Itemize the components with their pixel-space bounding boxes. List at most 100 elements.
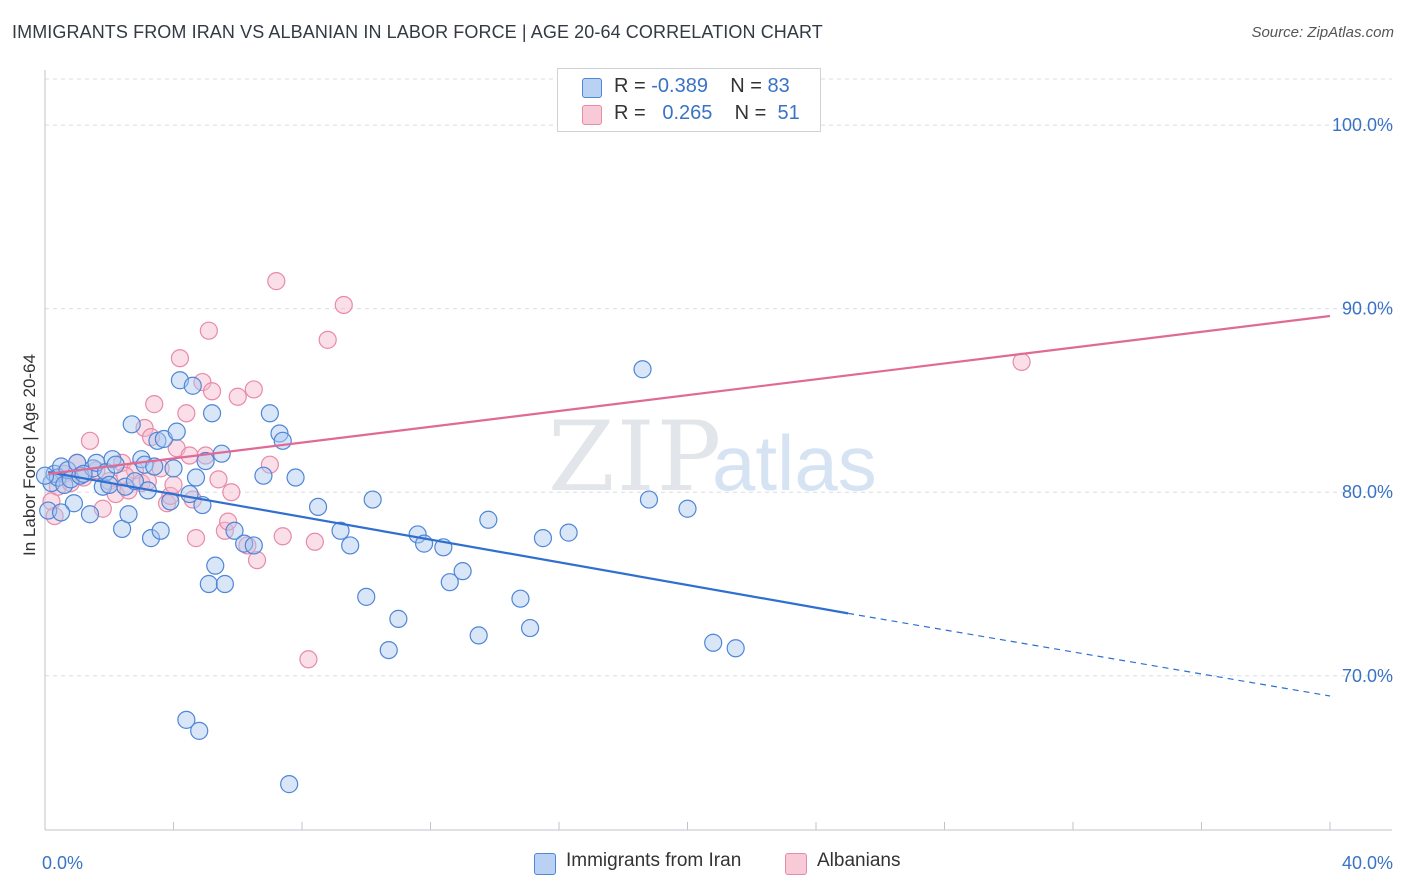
bottom-legend-iran-label: Immigrants from Iran xyxy=(566,850,742,871)
legend-n-value-albanians: 51 xyxy=(777,102,800,124)
iran-point xyxy=(164,459,183,478)
iran-point xyxy=(704,633,723,652)
legend-r-label: R = xyxy=(614,75,646,97)
iran-point xyxy=(183,376,202,395)
iran-point xyxy=(190,721,209,740)
iran-point xyxy=(280,775,299,794)
iran-point xyxy=(206,556,225,575)
albanians-point xyxy=(299,650,318,669)
iran-point xyxy=(533,529,553,548)
albanians-point xyxy=(177,404,196,423)
legend-n-label: N = xyxy=(734,102,767,124)
albanians-point xyxy=(222,483,241,502)
iran-point xyxy=(51,503,71,522)
iran-points xyxy=(35,360,745,794)
albanians-point xyxy=(209,470,228,489)
albanians-point xyxy=(244,380,263,399)
iran-point xyxy=(331,521,350,540)
iran-point xyxy=(286,468,305,487)
y-tick-label: 100.0% xyxy=(1332,115,1393,135)
iran-point xyxy=(177,710,196,729)
source-label: Source: ZipAtlas.com xyxy=(1251,24,1394,41)
albanians-point xyxy=(273,527,292,546)
x-tick-label-min: 0.0% xyxy=(42,853,83,873)
bottom-swatch-iran xyxy=(534,853,556,875)
y-tick-label: 80.0% xyxy=(1342,482,1393,502)
watermark-zip: ZIP xyxy=(548,401,723,513)
stats-legend: R = -0.389 N = 83 R = 0.265 N = 51 xyxy=(557,68,821,132)
iran-point xyxy=(125,472,145,491)
iran-point xyxy=(103,450,122,469)
iran-point xyxy=(389,609,408,628)
legend-r-label: R = xyxy=(614,102,646,124)
iran-point xyxy=(119,505,138,524)
albanians-point xyxy=(193,372,212,392)
iran-point xyxy=(148,431,167,450)
bottom-legend-albanians-label: Albanians xyxy=(817,850,901,871)
iran-point xyxy=(357,587,376,606)
trend-lines xyxy=(48,314,1331,697)
watermark: ZIP atlas xyxy=(548,401,877,513)
bottom-swatch-albanians xyxy=(785,853,807,875)
iran-point xyxy=(202,404,222,423)
iran-point xyxy=(186,468,206,487)
albanians-point xyxy=(145,395,164,414)
albanians-trend-line xyxy=(48,314,1331,475)
legend-n-value-iran: 83 xyxy=(767,75,790,97)
iran-point xyxy=(199,574,218,594)
albanians-points xyxy=(42,272,1031,669)
legend-n-label: N = xyxy=(730,75,762,97)
legend-swatch-albanians xyxy=(582,105,602,125)
axes xyxy=(44,70,1392,831)
iran-point xyxy=(559,523,578,542)
iran-point xyxy=(80,505,100,524)
tick-labels: 70.0% 80.0% 90.0% 100.0% 0.0% 40.0% xyxy=(42,115,1393,873)
iran-point xyxy=(639,490,659,509)
albanians-point xyxy=(247,551,267,570)
iran-point xyxy=(363,490,382,509)
x-tick-label-max: 40.0% xyxy=(1342,853,1393,873)
y-axis-label: In Labor Force | Age 20-64 xyxy=(20,354,39,556)
iran-point xyxy=(453,562,472,581)
iran-point xyxy=(678,499,697,518)
albanians-point xyxy=(199,321,218,340)
iran-point xyxy=(726,639,745,658)
albanians-point xyxy=(238,536,257,555)
grid-lines xyxy=(45,78,1392,677)
albanians-point xyxy=(267,272,286,291)
iran-point xyxy=(341,536,360,555)
iran-point xyxy=(479,510,498,529)
albanians-point xyxy=(170,349,190,368)
legend-r-value-albanians: 0.265 xyxy=(662,102,713,124)
iran-point xyxy=(520,618,540,638)
iran-point xyxy=(469,626,488,645)
albanians-point xyxy=(219,512,238,531)
iran-point xyxy=(167,422,186,441)
iran-point xyxy=(64,494,84,513)
y-tick-label: 90.0% xyxy=(1342,299,1393,319)
iran-point xyxy=(379,640,398,660)
iran-point xyxy=(254,466,273,485)
iran-trend-line-extension xyxy=(848,612,1331,697)
albanians-point xyxy=(318,330,337,349)
iran-point xyxy=(215,574,234,594)
iran-point xyxy=(141,529,161,548)
iran-point xyxy=(122,415,141,434)
albanians-point xyxy=(202,382,222,401)
iran-point xyxy=(244,536,263,555)
legend-r-value-iran: -0.389 xyxy=(651,75,708,97)
iran-point xyxy=(440,573,459,592)
iran-point xyxy=(260,404,279,423)
albanians-point xyxy=(1012,352,1031,371)
albanians-point xyxy=(80,431,100,450)
iran-trend-line xyxy=(48,470,849,615)
iran-point xyxy=(308,497,328,517)
legend-swatch-iran xyxy=(582,78,602,98)
albanians-point xyxy=(334,295,353,315)
iran-point xyxy=(633,360,652,379)
albanians-point xyxy=(164,475,183,494)
chart-title: IMMIGRANTS FROM IRAN VS ALBANIAN IN LABO… xyxy=(12,22,823,42)
iran-point xyxy=(151,521,170,540)
iran-point xyxy=(511,589,530,608)
